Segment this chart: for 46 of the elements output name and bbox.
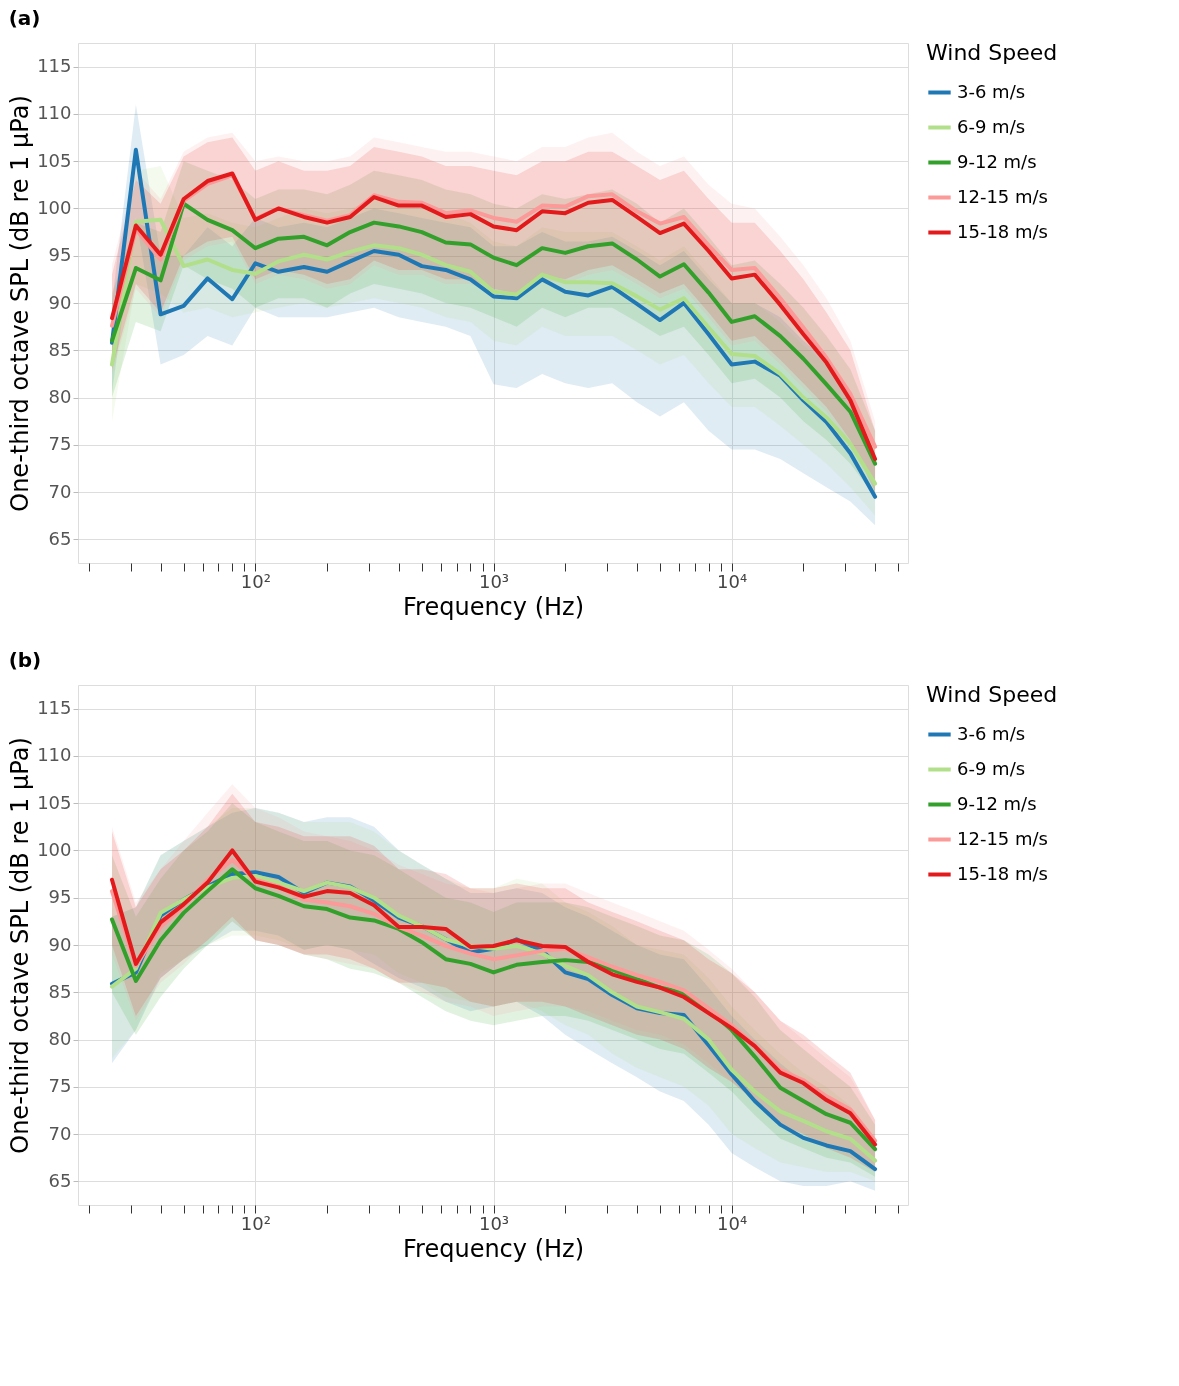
- y-tick-label: 75: [48, 1075, 72, 1097]
- y-axis-title: One-third octave SPL (dB re 1 μPa): [6, 737, 35, 1154]
- y-tick-label: 85: [48, 980, 72, 1002]
- legend-label: 6-9 m/s: [957, 115, 1026, 137]
- x-tick-label: 10²: [240, 1212, 271, 1234]
- y-tick-label: 80: [48, 1028, 72, 1050]
- x-tick-label: 10³: [478, 1212, 510, 1234]
- legend-label: 9-12 m/s: [957, 150, 1037, 172]
- y-tick-label: 115: [37, 697, 72, 719]
- legend-label: 9-12 m/s: [957, 792, 1037, 814]
- y-tick-label: 65: [48, 527, 72, 549]
- chart-title: (a): [8, 6, 41, 30]
- y-axis-title: One-third octave SPL (dB re 1 μPa): [6, 95, 35, 512]
- y-tick-label: 100: [37, 196, 72, 218]
- y-tick-label: 105: [37, 791, 72, 813]
- y-tick-label: 95: [48, 886, 72, 908]
- y-tick-label: 80: [48, 386, 72, 408]
- y-tick-label: 85: [48, 338, 72, 360]
- y-tick-label: 65: [48, 1169, 72, 1191]
- x-tick-label: 10⁴: [717, 1212, 748, 1234]
- y-tick-label: 105: [37, 149, 72, 171]
- legend-label: 12-15 m/s: [957, 185, 1049, 207]
- y-tick-label: 95: [48, 244, 72, 266]
- legend-label: 3-6 m/s: [957, 722, 1026, 744]
- legend-title: Wind Speed: [926, 40, 1058, 65]
- legend-label: 12-15 m/s: [957, 827, 1049, 849]
- y-tick-label: 90: [48, 291, 72, 313]
- y-tick-label: 100: [37, 838, 72, 860]
- y-tick-label: 70: [48, 1122, 72, 1144]
- legend-label: 3-6 m/s: [957, 80, 1026, 102]
- y-tick-label: 75: [48, 433, 72, 455]
- y-tick-label: 115: [37, 55, 72, 77]
- legend-title: Wind Speed: [926, 682, 1058, 707]
- legend-label: 15-18 m/s: [957, 862, 1049, 884]
- y-tick-label: 110: [37, 744, 72, 766]
- x-axis-title: Frequency (Hz): [403, 1234, 584, 1263]
- y-tick-label: 70: [48, 480, 72, 502]
- x-axis-title: Frequency (Hz): [403, 592, 584, 621]
- legend-label: 15-18 m/s: [957, 220, 1049, 242]
- x-tick-label: 10³: [478, 570, 510, 592]
- y-tick-label: 90: [48, 933, 72, 955]
- x-tick-label: 10⁴: [717, 570, 748, 592]
- x-tick-label: 10²: [240, 570, 271, 592]
- chart-title: (b): [8, 648, 42, 672]
- y-tick-label: 110: [37, 102, 72, 124]
- legend-label: 6-9 m/s: [957, 757, 1026, 779]
